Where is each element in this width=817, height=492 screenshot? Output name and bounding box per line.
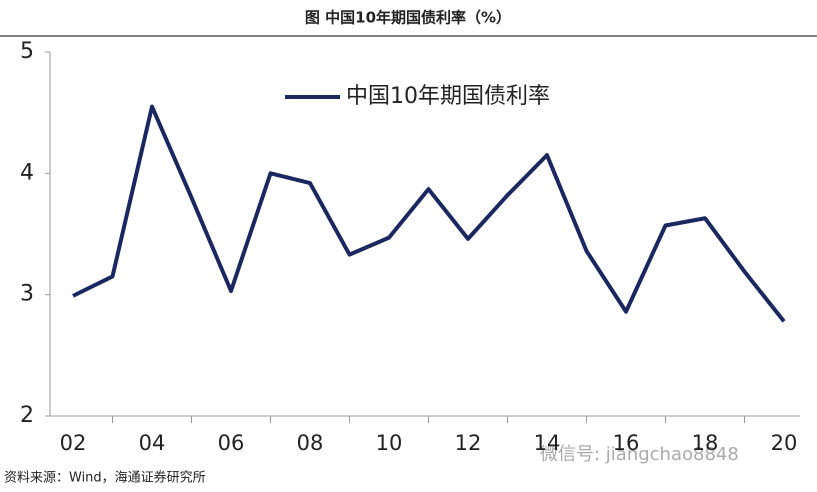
x-tick-label: 18 bbox=[692, 431, 719, 455]
x-tick-label: 20 bbox=[771, 431, 798, 455]
y-tick-label: 5 bbox=[20, 39, 34, 64]
x-tick-label: 16 bbox=[613, 431, 640, 455]
x-tick-label: 10 bbox=[376, 431, 403, 455]
x-tick-label: 04 bbox=[139, 431, 166, 455]
chart-title: 图 中国10年期国债利率（%） bbox=[305, 9, 511, 27]
x-tick-label: 02 bbox=[60, 431, 87, 455]
y-tick-label: 2 bbox=[20, 403, 34, 428]
x-tick-label: 06 bbox=[218, 431, 245, 455]
watermark: 微信号: jiangchao8848 bbox=[540, 444, 739, 465]
legend-label: 中国10年期国债利率 bbox=[346, 84, 550, 109]
source-note: 资料来源：Wind，海通证券研究所 bbox=[4, 470, 206, 486]
y-tick-label: 3 bbox=[20, 282, 34, 307]
x-tick-label: 12 bbox=[455, 431, 482, 455]
x-tick-label: 14 bbox=[534, 431, 561, 455]
y-tick-label: 4 bbox=[20, 160, 34, 185]
x-tick-label: 08 bbox=[297, 431, 324, 455]
series-line bbox=[72, 104, 786, 323]
